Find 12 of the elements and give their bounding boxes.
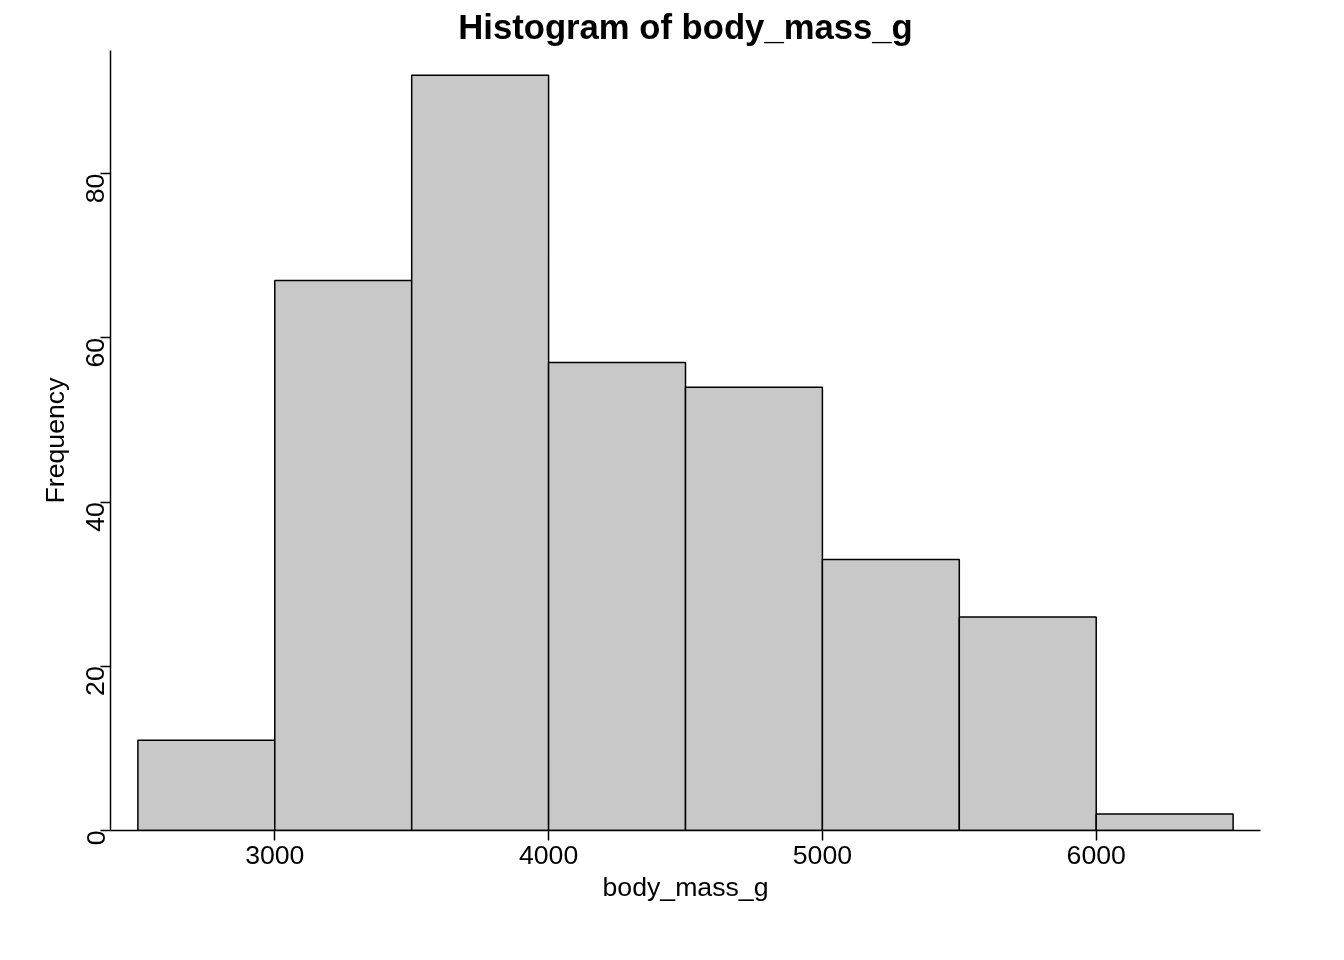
y-axis-title: Frequency — [39, 376, 70, 504]
x-tick-label: 5000 — [792, 839, 853, 870]
x-tick-label: 6000 — [1066, 839, 1126, 870]
chart-title: Histogram of body_mass_g — [458, 7, 913, 46]
x-axis-title: body_mass_g — [602, 871, 769, 902]
x-tick-label: 3000 — [245, 839, 305, 870]
y-tick-label: 20 — [80, 666, 111, 696]
y-tick-label: 80 — [80, 173, 111, 204]
x-tick-label: 4000 — [518, 839, 579, 870]
y-tick-label: 0 — [80, 830, 111, 846]
y-tick-label: 60 — [80, 337, 111, 368]
y-tick-label: 40 — [80, 502, 111, 532]
